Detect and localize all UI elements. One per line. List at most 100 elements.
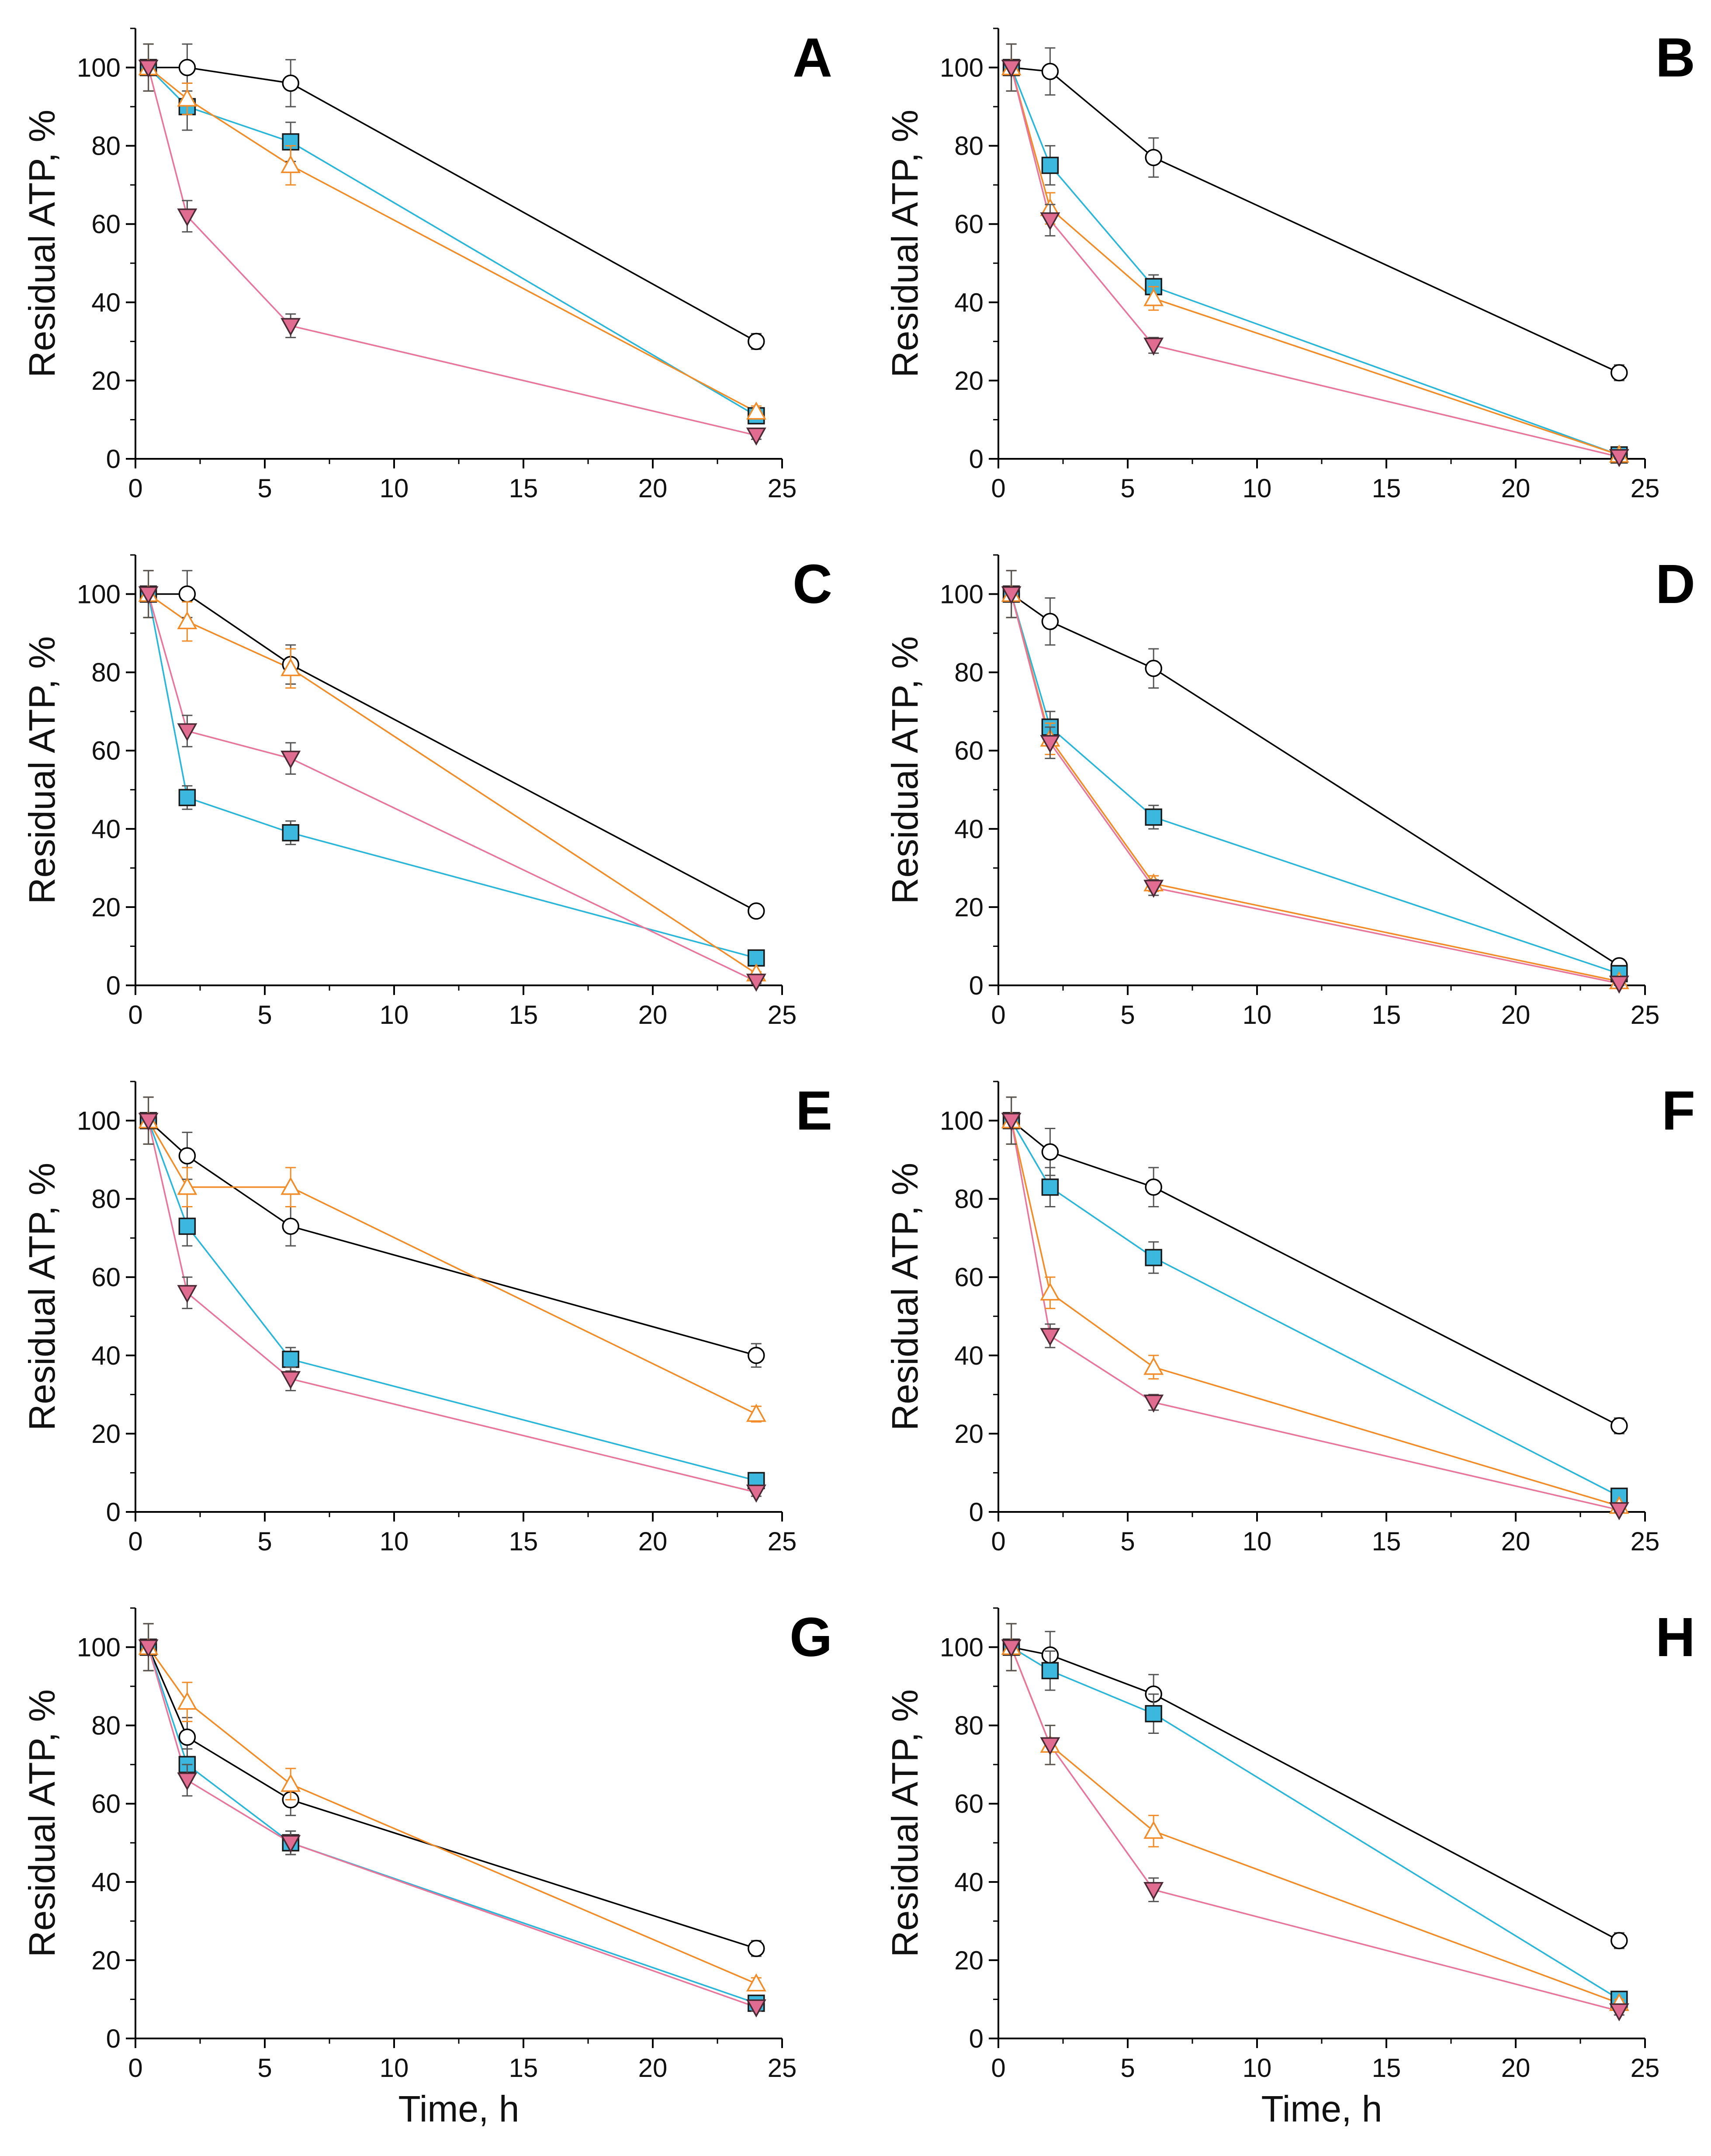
x-tick-label: 5 bbox=[1120, 2053, 1135, 2083]
data-point-square bbox=[282, 1351, 299, 1368]
data-point-triangle-down bbox=[1143, 1394, 1164, 1413]
x-tick-label: 0 bbox=[991, 2053, 1005, 2083]
data-point-triangle-down bbox=[1609, 975, 1629, 994]
data-point-triangle-up bbox=[177, 611, 197, 629]
series-line-triangle-down bbox=[1010, 1120, 1620, 1511]
data-point-square bbox=[282, 824, 299, 842]
y-tick-label: 0 bbox=[106, 444, 121, 474]
data-point-square bbox=[1041, 156, 1059, 174]
y-tick-label: 100 bbox=[77, 53, 121, 83]
series-line-square bbox=[148, 67, 757, 417]
panel-letter: F bbox=[1662, 1080, 1695, 1141]
series-line-square bbox=[1010, 67, 1620, 456]
x-tick-label: 0 bbox=[128, 1527, 142, 1556]
series-line-square bbox=[147, 1646, 757, 2004]
data-point-circle bbox=[282, 74, 299, 92]
series-line-triangle-up bbox=[1010, 1120, 1620, 1507]
x-tick-label: 15 bbox=[1372, 1527, 1401, 1556]
series-line-triangle-down bbox=[1010, 67, 1620, 458]
series-line-square bbox=[147, 1120, 757, 1482]
x-tick-label: 25 bbox=[768, 1000, 797, 1029]
data-point-triangle-up bbox=[746, 401, 766, 420]
data-point-square bbox=[178, 1217, 196, 1235]
x-tick-label: 20 bbox=[1501, 1000, 1531, 1029]
y-tick-label: 80 bbox=[954, 658, 984, 687]
data-point-circle bbox=[748, 333, 765, 350]
y-tick-label: 60 bbox=[91, 1263, 121, 1292]
series-line-triangle-up bbox=[148, 1120, 757, 1415]
data-point-circle bbox=[178, 59, 196, 76]
data-point-triangle-up bbox=[1040, 1282, 1060, 1301]
data-point-circle bbox=[748, 1940, 765, 1957]
x-tick-label: 25 bbox=[1631, 2053, 1660, 2083]
data-point-circle bbox=[282, 1217, 299, 1235]
data-point-circle bbox=[1041, 613, 1059, 630]
y-tick-label: 20 bbox=[954, 366, 984, 395]
y-tick-label: 100 bbox=[940, 580, 984, 609]
data-point-circle bbox=[1611, 364, 1628, 381]
y-tick-label: 0 bbox=[106, 1497, 121, 1527]
data-point-triangle-down bbox=[1001, 59, 1022, 78]
y-tick-label: 0 bbox=[969, 971, 984, 1000]
y-tick-label: 60 bbox=[91, 736, 121, 766]
y-tick-label: 60 bbox=[91, 1789, 121, 1819]
data-point-triangle-up bbox=[281, 1774, 301, 1792]
x-tick-label: 10 bbox=[380, 1527, 409, 1556]
y-axis-title: Residual ATP, % bbox=[884, 1163, 925, 1431]
series-line-triangle-up bbox=[148, 1646, 757, 1985]
y-tick-label: 100 bbox=[940, 53, 984, 83]
data-point-triangle-up bbox=[177, 1177, 197, 1195]
y-tick-label: 0 bbox=[106, 971, 121, 1000]
y-axis-title: Residual ATP, % bbox=[884, 636, 925, 904]
y-tick-label: 40 bbox=[91, 815, 121, 844]
y-axis-title: Residual ATP, % bbox=[21, 110, 62, 378]
y-tick-label: 20 bbox=[91, 1946, 121, 1975]
data-point-triangle-down bbox=[1040, 1737, 1060, 1756]
x-tick-label: 0 bbox=[991, 474, 1005, 503]
data-point-triangle-up bbox=[1143, 1820, 1164, 1839]
series-line-square bbox=[1011, 1646, 1620, 2000]
data-point-square bbox=[1041, 1179, 1059, 1196]
data-point-triangle-up bbox=[177, 1692, 197, 1710]
data-point-triangle-down bbox=[138, 1639, 159, 1658]
x-axis-title: Time, h bbox=[398, 2088, 520, 2129]
series-line-triangle-up bbox=[148, 593, 757, 974]
y-tick-label: 80 bbox=[954, 1711, 984, 1740]
y-axis-title: Residual ATP, % bbox=[21, 1163, 62, 1431]
panel-a: 0 5 10 15 20 25 0 20 40 60 80 100 Residual ATP, % A bbox=[21, 27, 832, 503]
x-tick-label: 25 bbox=[768, 2053, 797, 2083]
y-tick-label: 80 bbox=[954, 132, 984, 161]
x-tick-label: 20 bbox=[638, 474, 668, 503]
x-tick-label: 10 bbox=[380, 2053, 409, 2083]
panel-b: 0 5 10 15 20 25 0 20 40 60 80 100 Residual ATP, % B bbox=[884, 27, 1695, 503]
panel-e: 0 5 10 15 20 25 0 20 40 60 80 100 Residual ATP, % E bbox=[21, 1080, 832, 1556]
panel-letter: E bbox=[796, 1080, 832, 1141]
series-line-circle bbox=[148, 1120, 757, 1356]
x-tick-label: 25 bbox=[768, 1527, 797, 1556]
x-tick-label: 5 bbox=[1120, 474, 1135, 503]
series-line-circle bbox=[1011, 66, 1620, 374]
series-line-circle bbox=[1011, 593, 1620, 967]
panel-f: 0 5 10 15 20 25 0 20 40 60 80 100 Residual ATP, % F bbox=[884, 1080, 1695, 1556]
x-tick-label: 10 bbox=[1243, 1000, 1272, 1029]
x-tick-label: 0 bbox=[128, 2053, 142, 2083]
x-tick-label: 20 bbox=[1501, 474, 1531, 503]
data-point-triangle-down bbox=[138, 586, 159, 605]
x-tick-label: 10 bbox=[1243, 474, 1272, 503]
series-line-square bbox=[1010, 594, 1620, 974]
x-tick-label: 15 bbox=[509, 1527, 538, 1556]
series-line-triangle-down bbox=[147, 67, 757, 436]
data-point-triangle-down bbox=[138, 1113, 159, 1131]
x-tick-label: 15 bbox=[1372, 1000, 1401, 1029]
data-point-triangle-up bbox=[746, 1404, 766, 1422]
y-tick-label: 80 bbox=[91, 1711, 121, 1740]
data-point-circle bbox=[178, 585, 196, 603]
data-point-triangle-down bbox=[746, 427, 766, 446]
x-tick-label: 0 bbox=[991, 1000, 1005, 1029]
x-axis-title: Time, h bbox=[1261, 2088, 1382, 2129]
x-tick-label: 0 bbox=[128, 474, 142, 503]
data-point-triangle-down bbox=[746, 1484, 766, 1503]
x-tick-label: 5 bbox=[1120, 1000, 1135, 1029]
x-tick-label: 20 bbox=[638, 2053, 668, 2083]
panel-letter: G bbox=[790, 1606, 832, 1668]
